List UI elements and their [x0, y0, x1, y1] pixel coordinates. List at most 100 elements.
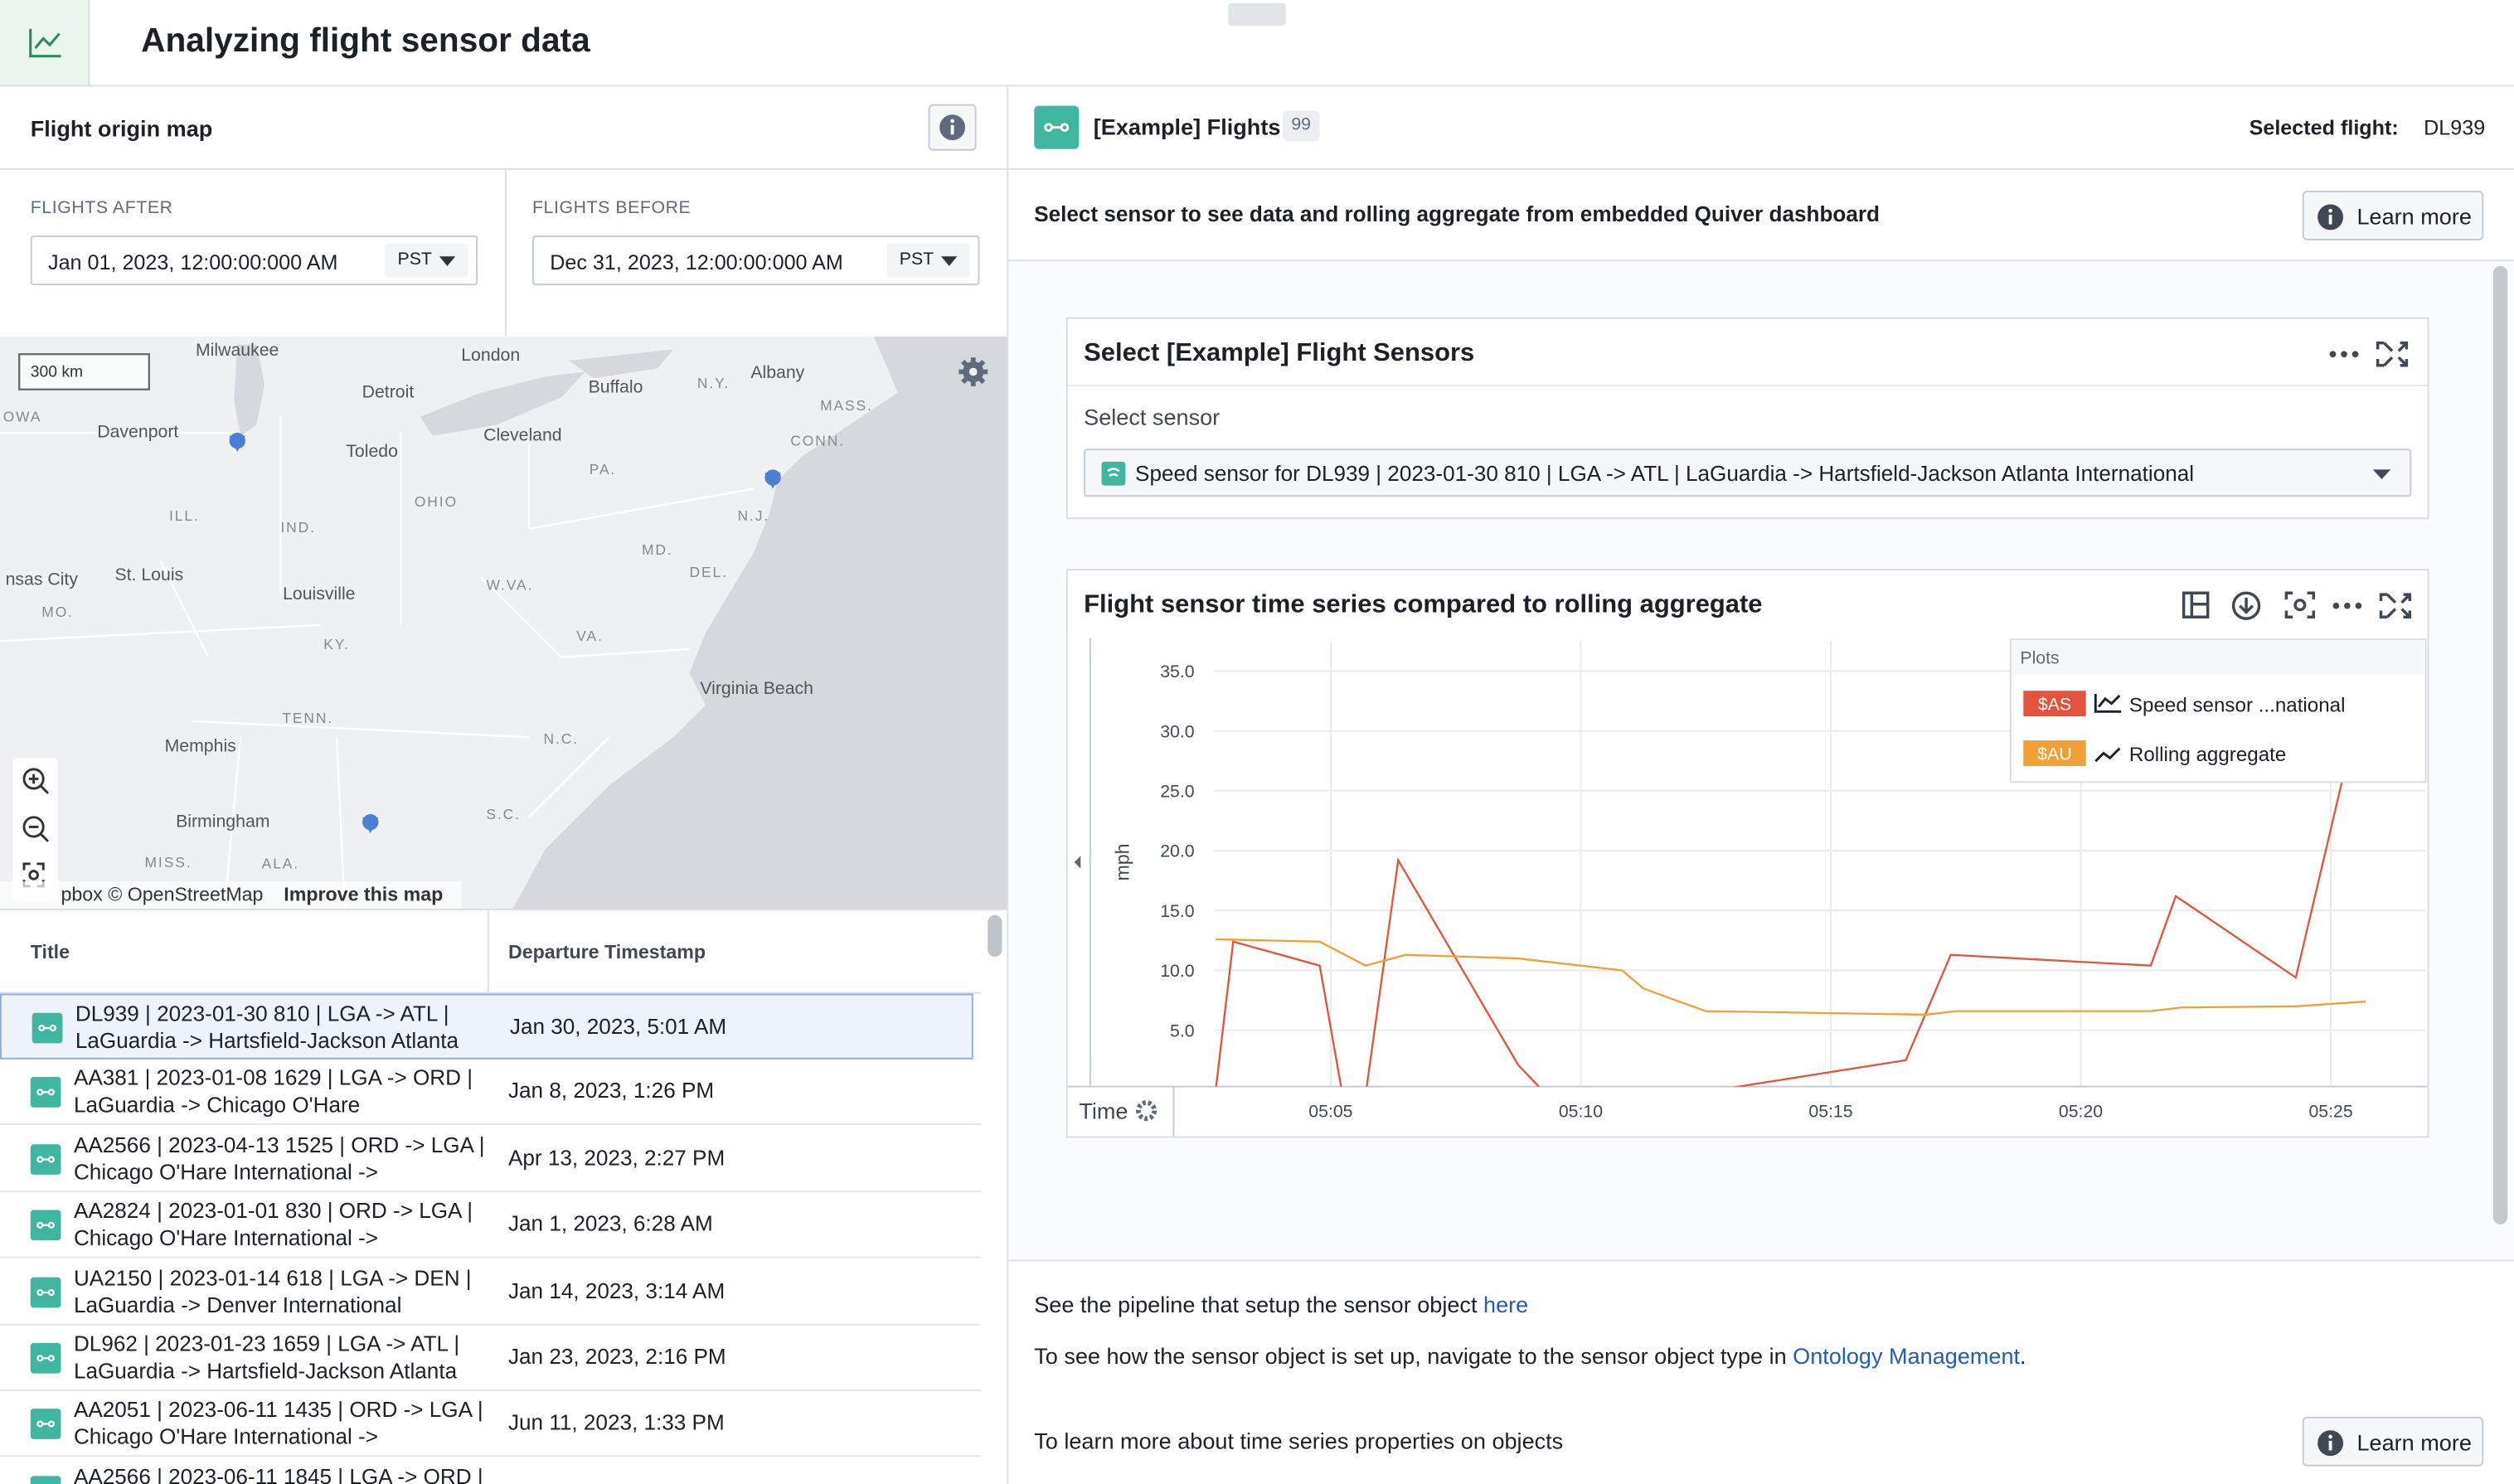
row-title: AA2566 | 2023-06-11 1845 | LGA -> ORD | [73, 1464, 483, 1484]
legend-entry: Rolling aggregate [2129, 744, 2286, 766]
map-label: OWA [3, 408, 42, 424]
select-value: Speed sensor for DL939 | 2023-01-30 810 … [1135, 461, 2195, 486]
drag-handle[interactable] [1228, 2, 1286, 26]
learn-more-button[interactable]: Learn more [2302, 1416, 2484, 1467]
row-icon [30, 1077, 61, 1108]
map-label: CONN. [790, 432, 845, 449]
row-title: LaGuardia -> Denver International [73, 1292, 402, 1317]
map-label: Albany [750, 362, 804, 382]
row-icon [30, 1342, 61, 1374]
table-row[interactable]: AA2051 | 2023-06-11 1435 | ORD -> LGA | C… [0, 1392, 982, 1457]
table-row[interactable]: AA2566 | 2023-06-11 1845 | LGA -> ORD | [0, 1458, 981, 1484]
collapse-caret [1074, 856, 1081, 869]
map-label: MD. [642, 541, 673, 558]
row-icon [30, 1143, 61, 1175]
link[interactable]: Ontology Management [1793, 1342, 2021, 1369]
table-row[interactable]: DL962 | 2023-01-23 1659 | LGA -> ATL | La… [0, 1326, 982, 1391]
row-title: LaGuardia -> Hartsfield-Jackson Atlanta [75, 1029, 459, 1054]
y-tick-label: 35.0 [1160, 662, 1194, 681]
count-badge: 99 [1282, 110, 1320, 142]
map-label: DEL. [689, 564, 727, 580]
scrollbar[interactable] [2492, 265, 2508, 1225]
scrollbar[interactable] [988, 914, 1002, 958]
map-label: N.C. [544, 730, 580, 747]
date-input[interactable]: Dec 31, 2023, 12:00:00:000 AM PST [531, 235, 980, 286]
legend-entry: Speed sensor ...national [2129, 694, 2346, 716]
table-row[interactable]: AA381 | 2023-01-08 1629 | LGA -> ORD | La… [0, 1060, 982, 1126]
date-label: FLIGHTS BEFORE [531, 198, 692, 218]
learn-more-button[interactable]: Learn more [2302, 191, 2484, 240]
y-tick-label: 10.0 [1160, 961, 1194, 981]
row-title: Chicago O'Hare International -> [73, 1160, 378, 1185]
map-label: Milwaukee [196, 340, 279, 360]
map-label: MO. [41, 604, 74, 620]
x-tick-label: 05:10 [1559, 1101, 1603, 1121]
footer-line: To see how the sensor object is set up, … [1034, 1343, 2026, 1369]
row-title: Chicago O'Hare International -> [73, 1226, 378, 1251]
map-label: N.J. [737, 507, 769, 524]
map-label: Louisville [283, 584, 355, 604]
map-scale: 300 km [31, 363, 83, 381]
tz: PST [899, 250, 934, 269]
map-label: Davenport [97, 422, 178, 442]
map-label: London [461, 345, 520, 365]
x-tick-label: 05:25 [2308, 1101, 2352, 1121]
card-title: Select [Example] Flight Sensors [1084, 339, 1475, 367]
date-input[interactable]: Jan 01, 2023, 12:00:00:000 AM PST [30, 235, 478, 286]
column-header[interactable]: Departure Timestamp [507, 940, 706, 963]
table-row[interactable]: AA2824 | 2023-01-01 830 | ORD -> LGA | Ch… [0, 1193, 982, 1258]
legend-chip [2023, 740, 2086, 766]
map-label: W.VA. [487, 576, 534, 593]
map[interactable]: 300 km pbox © OpenStreetMap Improve this… [0, 336, 1007, 909]
row-icon [30, 1409, 61, 1440]
row-title: AA381 | 2023-01-08 1629 | LGA -> ORD | [73, 1066, 473, 1091]
table-row[interactable]: UA2150 | 2023-01-14 618 | LGA -> DEN | La… [0, 1259, 982, 1325]
y-tick-label: 5.0 [1170, 1021, 1195, 1040]
map-label: MISS. [145, 854, 192, 871]
link[interactable]: here [1483, 1292, 1529, 1317]
date-value: Jan 01, 2023, 12:00:00:000 AM [48, 250, 338, 274]
map-label: St. Louis [114, 565, 183, 584]
row-departure: Apr 13, 2023, 2:27 PM [507, 1145, 726, 1170]
row-departure: Jan 8, 2023, 1:26 PM [507, 1079, 715, 1103]
object-icon [1034, 105, 1080, 149]
legend-title: Plots [2020, 647, 2059, 667]
improve-map-link[interactable]: Improve this map [284, 883, 443, 904]
legend-icon [2094, 747, 2121, 763]
text: To see how the sensor object is set up, … [1034, 1342, 1793, 1369]
row-icon [32, 1012, 63, 1044]
table-row[interactable]: AA2566 | 2023-04-13 1525 | ORD -> LGA | C… [0, 1127, 982, 1192]
y-tick-label: 15.0 [1160, 901, 1194, 921]
column-header[interactable]: Title [30, 940, 70, 963]
y-axis-label: mph [1111, 843, 1133, 880]
row-title: LaGuardia -> Chicago O'Hare [73, 1094, 361, 1118]
map-label: OHIO [415, 493, 458, 510]
map-settings[interactable] [959, 357, 988, 386]
table-row[interactable]: DL939 | 2023-01-30 810 | LGA -> ATL | LaG… [0, 993, 973, 1060]
row-departure: Jan 30, 2023, 5:01 AM [509, 1014, 727, 1039]
map-label: Memphis [165, 736, 236, 756]
sensor-select[interactable]: Speed sensor for DL939 | 2023-01-30 810 … [1084, 449, 2412, 497]
row-departure: Jan 23, 2023, 2:16 PM [507, 1344, 726, 1369]
chart-title: Flight sensor time series compared to ro… [1084, 591, 1763, 619]
text: See the pipeline that setup the sensor o… [1034, 1292, 1484, 1317]
zoom-controls[interactable] [12, 758, 58, 901]
object-title: [Example] Flights [1093, 114, 1281, 140]
attribution: pbox © OpenStreetMap [61, 883, 263, 904]
x-tick-label: 05:20 [2059, 1101, 2103, 1121]
x-axis-label: Time [1079, 1098, 1128, 1123]
legend-chip [2023, 691, 2086, 717]
map-label: N.Y. [697, 375, 730, 391]
panel-title: Flight origin map [30, 115, 213, 142]
row-title: Chicago O'Hare International -> [73, 1425, 378, 1450]
row-title: AA2566 | 2023-04-13 1525 | ORD -> LGA | [73, 1132, 485, 1157]
map-label: VA. [576, 628, 604, 644]
date-label: FLIGHTS AFTER [30, 198, 173, 218]
tz-select[interactable]: PST [886, 243, 970, 278]
tz: PST [397, 250, 432, 269]
tz-select[interactable]: PST [385, 243, 468, 278]
map-label: nsas City [6, 570, 79, 589]
info-button[interactable] [928, 104, 977, 151]
y-tick-label: 20.0 [1160, 841, 1194, 861]
